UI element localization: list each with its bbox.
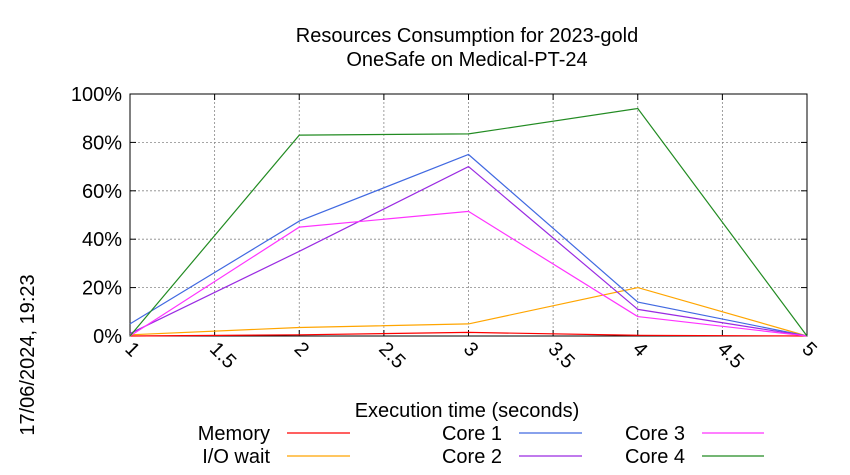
- x-tick-label: 5: [797, 338, 820, 361]
- y-tick-label: 40%: [82, 229, 122, 251]
- y-tick-label: 0%: [93, 326, 122, 348]
- plot-frame: [129, 93, 808, 337]
- series-line-core-1: [129, 153, 808, 337]
- legend-label-memory: Memory: [198, 423, 270, 445]
- timestamp-label: 17/06/2024, 19:23: [17, 274, 39, 435]
- x-tick-label: 1.5: [205, 338, 240, 373]
- x-tick-label: 2.5: [374, 338, 409, 373]
- axes: 0% 20% 40% 60% 80% 100% 1 1.5 2 2.5 3 3.5 4 4.5 5: [71, 84, 821, 373]
- series-lines: [129, 107, 808, 337]
- series-line-memory: [129, 331, 808, 337]
- legend-label-core-1: Core 1: [442, 423, 502, 445]
- y-tick-label: 60%: [82, 181, 122, 203]
- series-line-core-4: [129, 107, 808, 337]
- series-line-i-o-wait: [129, 286, 808, 337]
- x-axis-label: Execution time (seconds): [355, 400, 580, 422]
- x-tick-label: 4.5: [713, 338, 748, 373]
- x-tick-label: 1: [120, 338, 143, 361]
- x-tick-label: 3.5: [544, 338, 579, 373]
- series-line-core-2: [129, 165, 808, 337]
- legend-label-i-o-wait: I/O wait: [202, 446, 270, 468]
- legend-label-core-3: Core 3: [625, 423, 685, 445]
- chart-title: Resources Consumption for 2023-gold: [296, 25, 638, 47]
- grid: [130, 94, 807, 336]
- chart-subtitle: OneSafe on Medical-PT-24: [346, 49, 587, 71]
- x-tick-label: 3: [459, 338, 482, 361]
- x-tick-label: 4: [628, 338, 651, 361]
- x-tick-label: 2: [290, 338, 313, 361]
- y-tick-label: 100%: [71, 84, 122, 106]
- y-tick-label: 20%: [82, 278, 122, 300]
- legend-label-core-2: Core 2: [442, 446, 502, 468]
- y-tick-label: 80%: [82, 132, 122, 154]
- legend-label-core-4: Core 4: [625, 446, 685, 468]
- series-line-core-3: [129, 210, 808, 337]
